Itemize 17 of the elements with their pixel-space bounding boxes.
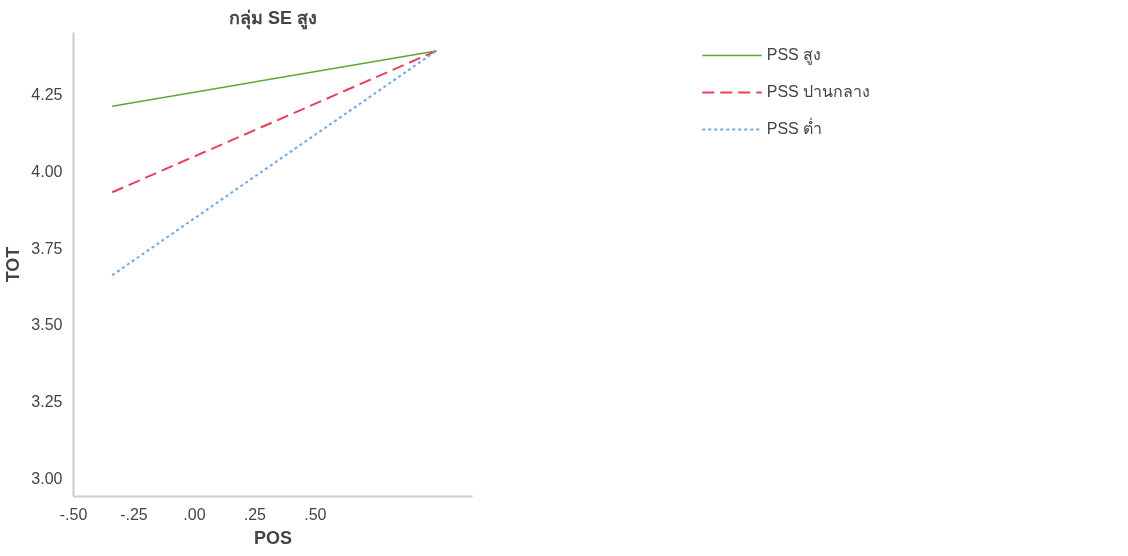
x-axis-title: POS [253, 527, 293, 548]
y-tick-label: 3.25 [31, 393, 63, 411]
x-tick-label: .00 [183, 505, 206, 523]
x-tick-label: .50 [304, 505, 327, 523]
y-tick-label: 4.00 [31, 162, 63, 180]
y-tick-label: 4.25 [31, 85, 63, 103]
x-tick-label: -.25 [120, 505, 148, 523]
legend-label: PSS ปานกลาง [766, 82, 871, 102]
y-axis-title: TOT [3, 246, 24, 283]
chart-title: กลุ่ม SE สูง [228, 7, 318, 30]
x-tick-label: .25 [243, 505, 267, 523]
legend-label: PSS สูง [766, 45, 822, 67]
x-tick-label: -.50 [59, 505, 88, 523]
y-tick-label: 3.75 [31, 239, 63, 257]
y-tick-label: 3.50 [31, 316, 63, 334]
y-tick-label: 3.00 [31, 470, 63, 488]
legend-label: PSS ต่ำ [766, 117, 823, 139]
